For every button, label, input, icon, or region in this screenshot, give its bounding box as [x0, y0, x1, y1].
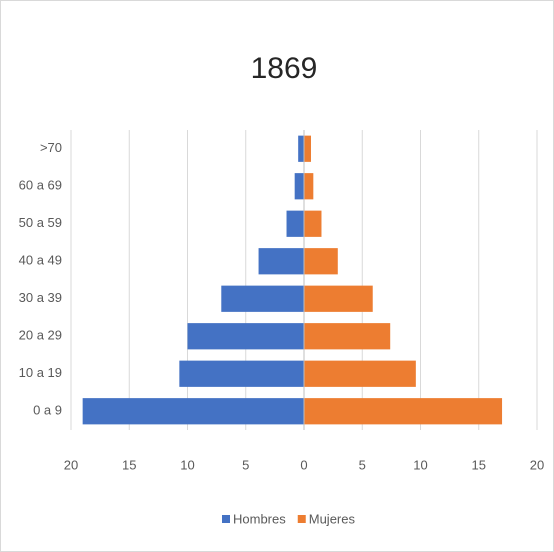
bar: [304, 285, 373, 312]
x-tick-label: 0: [300, 457, 307, 472]
bar: [221, 285, 304, 312]
chart-title: 1869: [251, 52, 318, 85]
bar: [304, 173, 314, 200]
x-tick-label: 10: [180, 457, 194, 472]
bar: [286, 210, 304, 237]
y-tick-label: 60 a 69: [19, 178, 62, 193]
y-tick-label: 40 a 49: [19, 253, 62, 268]
bar: [298, 135, 304, 162]
bar: [304, 135, 311, 162]
bar: [304, 360, 416, 387]
legend-swatch: [222, 515, 230, 523]
bar: [304, 323, 391, 350]
legend-label: Hombres: [233, 511, 286, 526]
bar: [304, 210, 322, 237]
legend-label: Mujeres: [309, 511, 356, 526]
bar: [294, 173, 304, 200]
x-tick-label: 20: [64, 457, 78, 472]
x-tick-label: 5: [359, 457, 366, 472]
bar: [304, 248, 338, 275]
bar: [187, 323, 304, 350]
bar: [179, 360, 304, 387]
x-tick-label: 10: [413, 457, 427, 472]
x-tick-label: 20: [530, 457, 544, 472]
bar: [258, 248, 304, 275]
x-tick-label: 5: [242, 457, 249, 472]
y-tick-label: 50 a 59: [19, 215, 62, 230]
legend-swatch: [297, 515, 306, 523]
y-tick-label: 0 a 9: [33, 403, 62, 418]
y-tick-label: 10 a 19: [19, 365, 62, 380]
x-tick-label: 15: [122, 457, 136, 472]
bar: [304, 398, 503, 425]
bar: [82, 398, 305, 425]
y-tick-label: 30 a 39: [19, 290, 62, 305]
x-tick-label: 15: [472, 457, 486, 472]
y-tick-label: >70: [40, 140, 62, 155]
y-tick-label: 20 a 29: [19, 328, 62, 343]
